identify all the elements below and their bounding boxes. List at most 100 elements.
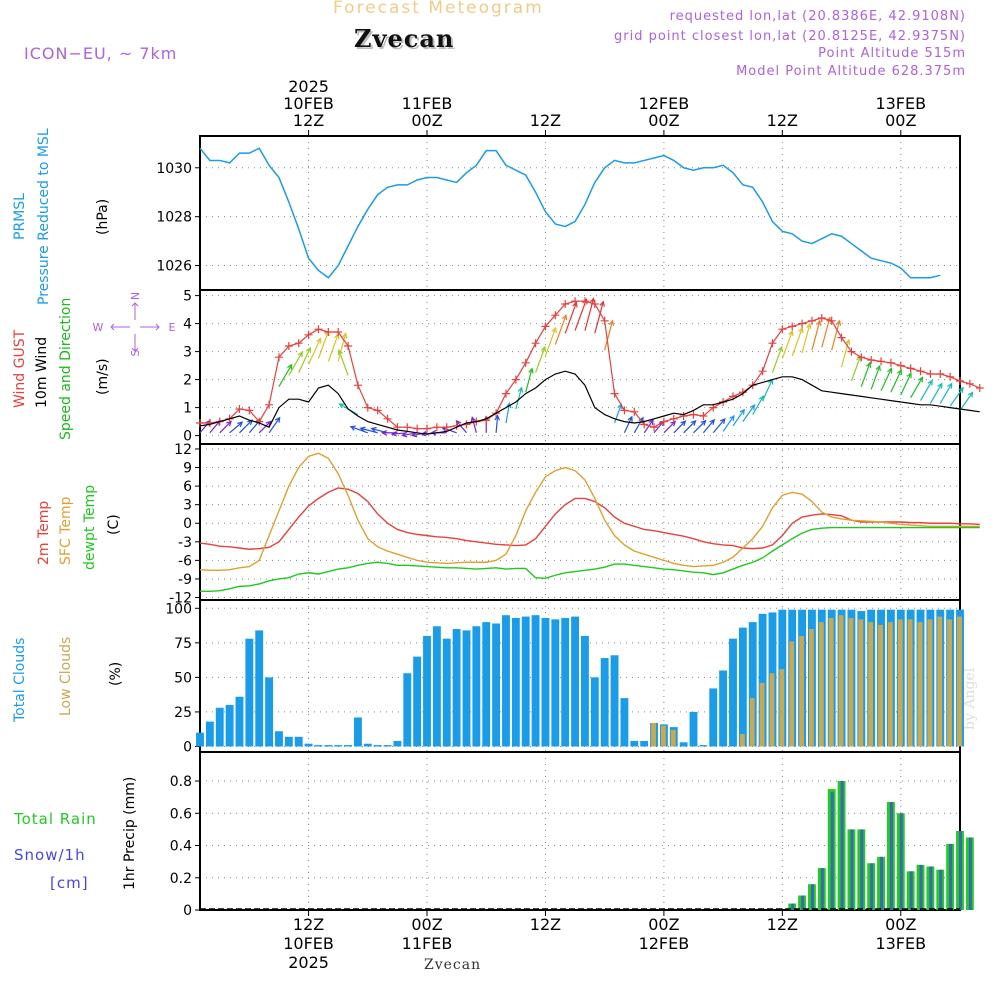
total-clouds-bar — [196, 732, 204, 747]
compass-west: W — [93, 321, 104, 334]
wind-direction-arrow — [683, 420, 696, 434]
total-clouds-bar — [413, 656, 422, 747]
gust-marker — [284, 342, 293, 350]
gust-marker — [837, 333, 846, 342]
total-clouds-bar — [482, 622, 491, 747]
wind-direction-arrow — [712, 418, 726, 434]
total-clouds-bar — [393, 740, 402, 747]
wind-direction-arrow — [910, 377, 923, 399]
y-tick-label: 9 — [183, 461, 192, 477]
total-clouds-bar — [541, 617, 550, 747]
total-clouds-bar — [511, 617, 520, 747]
gust-marker — [827, 316, 836, 325]
low-clouds-bar — [907, 619, 913, 747]
y-tick-label: -3 — [178, 535, 192, 551]
ylabel-pressure-reduced: Pressure Reduced to MSL — [36, 128, 52, 305]
wind-direction-arrow — [860, 362, 871, 387]
wind-direction-arrowhead — [337, 348, 343, 356]
gust-marker — [363, 403, 372, 412]
ylabel-hpa: (hPa) — [95, 199, 111, 235]
wind-speed-line — [199, 370, 980, 435]
gust-marker — [946, 372, 955, 381]
y-tick-label: 1028 — [156, 210, 192, 226]
snow-bar — [909, 871, 913, 910]
wind-direction-arrow — [308, 338, 322, 365]
total-clouds-bar — [432, 626, 441, 747]
x-tick-label-top: 12FEB — [639, 94, 690, 113]
wind-direction-arrowhead — [739, 408, 745, 415]
panel-frame-wind — [199, 289, 961, 445]
wind-direction-arrowhead — [430, 429, 437, 436]
panel-pressure: 1026 1028 1030 — [156, 135, 961, 291]
total-clouds-bar — [383, 745, 392, 747]
temp-dewpt-line — [200, 526, 980, 593]
gust-marker — [620, 406, 629, 415]
gust-marker — [314, 325, 323, 334]
snow-bar — [968, 837, 972, 910]
snow-bar — [850, 829, 854, 910]
gust-marker — [965, 379, 974, 388]
wind-direction-arrowhead — [237, 421, 244, 428]
ylabel-total-clouds: Total Clouds — [12, 638, 28, 723]
total-clouds-bar — [521, 616, 530, 747]
x-tick-label-top: 13FEB — [875, 94, 926, 113]
gust-marker — [699, 412, 708, 420]
low-clouds-bar — [769, 673, 775, 747]
total-clouds-bar — [255, 630, 264, 747]
total-clouds-bar — [314, 745, 323, 747]
footer-location: Zvecan — [424, 957, 482, 973]
gust-marker — [807, 316, 816, 325]
gust-marker — [916, 367, 925, 376]
gust-marker — [896, 361, 905, 370]
gust-marker — [738, 388, 747, 397]
total-clouds-bar — [403, 673, 412, 747]
gust-marker — [304, 330, 313, 339]
wind-direction-arrowhead — [788, 329, 794, 337]
compass-north: N — [129, 292, 142, 300]
snow-bar — [870, 863, 874, 910]
wind-direction-arrowhead — [835, 319, 842, 326]
ylabel-2m-temp: 2m Temp — [36, 501, 52, 565]
gust-marker — [344, 342, 353, 350]
wind-direction-arrow — [525, 368, 533, 393]
y-tick-label: 3 — [183, 498, 192, 514]
ylabel-dewpt-temp: dewpt Temp — [82, 485, 98, 570]
wind-direction-arrow — [919, 380, 933, 401]
low-clouds-bar — [789, 641, 795, 747]
gust-marker — [679, 412, 688, 420]
gust-marker — [482, 416, 491, 425]
snow-bar — [860, 829, 864, 910]
point-altitude: Point Altitude 515m — [818, 46, 966, 61]
wind-direction-arrowhead — [561, 314, 568, 321]
gust-marker — [511, 375, 520, 384]
snow-bar — [959, 831, 962, 910]
wind-direction-arrowhead — [297, 351, 303, 358]
y-tick-label: 0 — [183, 903, 192, 919]
x-tick-label-bottom: 12Z — [293, 915, 324, 934]
x-tick-label-bottom: 11FEB — [402, 934, 453, 953]
wind-direction-arrowhead — [401, 431, 408, 438]
wind-direction-arrow — [209, 420, 221, 434]
wind-direction-arrow — [702, 419, 715, 434]
wind-direction-arrow — [781, 330, 793, 359]
wind-direction-arrow — [821, 317, 831, 348]
wind-direction-arrowhead — [729, 414, 735, 422]
total-clouds-bar — [748, 622, 757, 747]
low-clouds-bar — [838, 615, 844, 747]
wind-direction-arrow — [317, 330, 329, 359]
wind-direction-arrowhead — [700, 419, 707, 426]
total-clouds-bar — [531, 615, 540, 747]
gust-marker — [659, 417, 668, 426]
wind-direction-arrowhead — [370, 426, 377, 433]
total-clouds-bar — [709, 688, 718, 747]
gust-marker — [255, 417, 264, 426]
gust-marker — [867, 356, 876, 364]
wind-direction-arrowhead — [875, 364, 881, 372]
gust-marker — [798, 319, 807, 328]
wind-direction-arrowhead — [927, 379, 933, 386]
gust-marker — [975, 384, 984, 392]
model-label: ICON−EU, ~ 7km — [24, 44, 178, 63]
total-clouds-bar — [324, 745, 333, 747]
gust-marker — [610, 389, 619, 398]
